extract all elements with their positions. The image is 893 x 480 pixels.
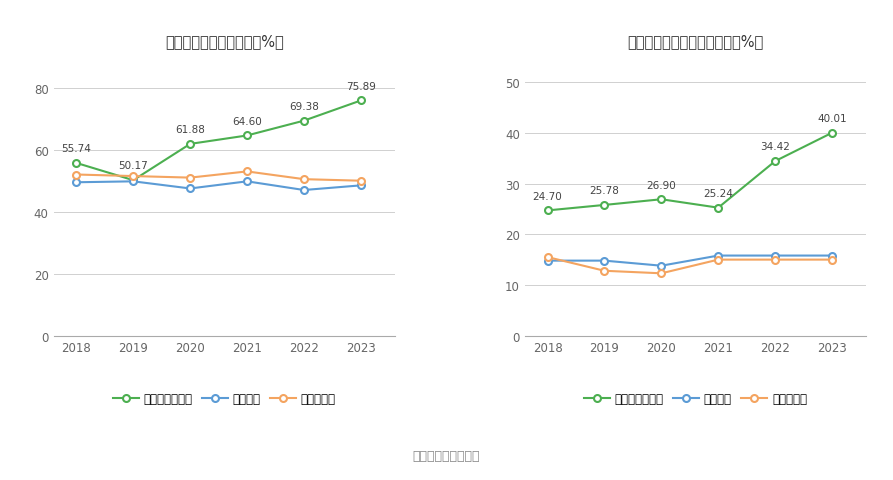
Title: 近年来资产负债率情况（%）: 近年来资产负债率情况（%） xyxy=(165,35,284,49)
Text: 61.88: 61.88 xyxy=(175,125,205,135)
Text: 25.24: 25.24 xyxy=(704,189,733,199)
Text: 25.78: 25.78 xyxy=(589,186,620,196)
Text: 50.17: 50.17 xyxy=(119,161,148,171)
Text: 75.89: 75.89 xyxy=(346,82,376,92)
Text: 数据来源：恒生聚源: 数据来源：恒生聚源 xyxy=(413,449,480,463)
Legend: 公司资产负债率, 行业均值, 行业中位数: 公司资产负债率, 行业均值, 行业中位数 xyxy=(113,392,336,405)
Legend: 有息资产负债率, 行业均值, 行业中位数: 有息资产负债率, 行业均值, 行业中位数 xyxy=(584,392,807,405)
Title: 近年来有息资产负债率情况（%）: 近年来有息资产负债率情况（%） xyxy=(628,35,764,49)
Text: 69.38: 69.38 xyxy=(289,102,319,112)
Text: 26.90: 26.90 xyxy=(647,180,676,190)
Text: 64.60: 64.60 xyxy=(232,117,262,126)
Text: 55.74: 55.74 xyxy=(62,144,91,154)
Text: 40.01: 40.01 xyxy=(817,114,847,124)
Text: 24.70: 24.70 xyxy=(532,192,563,201)
Text: 34.42: 34.42 xyxy=(760,142,790,152)
